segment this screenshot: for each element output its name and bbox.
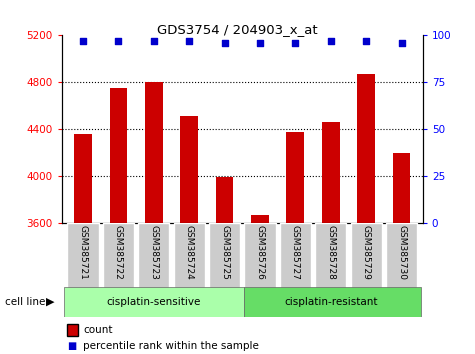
Text: cell line: cell line bbox=[5, 297, 45, 307]
Bar bbox=[216, 177, 233, 223]
Text: GDS3754 / 204903_x_at: GDS3754 / 204903_x_at bbox=[157, 23, 318, 36]
Text: GSM385722: GSM385722 bbox=[114, 225, 123, 280]
Bar bbox=[209, 223, 240, 289]
Text: count: count bbox=[83, 325, 113, 335]
Bar bbox=[286, 132, 304, 223]
Point bbox=[327, 38, 334, 44]
Bar bbox=[351, 223, 382, 289]
Bar bbox=[145, 82, 162, 223]
Text: GSM385729: GSM385729 bbox=[361, 225, 371, 280]
Text: GSM385725: GSM385725 bbox=[220, 225, 229, 280]
Bar bbox=[138, 223, 170, 289]
Text: GSM385726: GSM385726 bbox=[256, 225, 265, 280]
Point bbox=[185, 38, 193, 44]
Bar bbox=[244, 287, 421, 317]
Point bbox=[79, 38, 87, 44]
Point bbox=[362, 38, 370, 44]
Bar bbox=[67, 223, 98, 289]
Text: ▶: ▶ bbox=[46, 297, 55, 307]
Point bbox=[114, 38, 122, 44]
Text: GSM385721: GSM385721 bbox=[78, 225, 87, 280]
Bar bbox=[386, 223, 417, 289]
Text: GSM385728: GSM385728 bbox=[326, 225, 335, 280]
Text: cisplatin-sensitive: cisplatin-sensitive bbox=[106, 297, 201, 307]
Bar bbox=[64, 287, 244, 317]
Bar bbox=[74, 135, 92, 223]
Point bbox=[256, 40, 264, 46]
Bar bbox=[357, 74, 375, 223]
Text: ■: ■ bbox=[67, 341, 77, 351]
Text: GSM385724: GSM385724 bbox=[185, 225, 194, 280]
Text: GSM385723: GSM385723 bbox=[149, 225, 158, 280]
Text: GSM385727: GSM385727 bbox=[291, 225, 300, 280]
Bar bbox=[244, 223, 276, 289]
Bar bbox=[173, 223, 205, 289]
Point bbox=[221, 40, 228, 46]
Text: percentile rank within the sample: percentile rank within the sample bbox=[83, 341, 259, 351]
Bar bbox=[393, 153, 410, 223]
Bar bbox=[322, 121, 340, 223]
Bar bbox=[280, 223, 311, 289]
Point bbox=[292, 40, 299, 46]
Bar bbox=[180, 116, 198, 223]
Point bbox=[150, 38, 158, 44]
Bar bbox=[251, 215, 269, 223]
Bar bbox=[103, 223, 134, 289]
Text: cisplatin-resistant: cisplatin-resistant bbox=[284, 297, 378, 307]
Point bbox=[398, 40, 405, 46]
Bar bbox=[110, 87, 127, 223]
Bar bbox=[315, 223, 346, 289]
Text: GSM385730: GSM385730 bbox=[397, 225, 406, 280]
